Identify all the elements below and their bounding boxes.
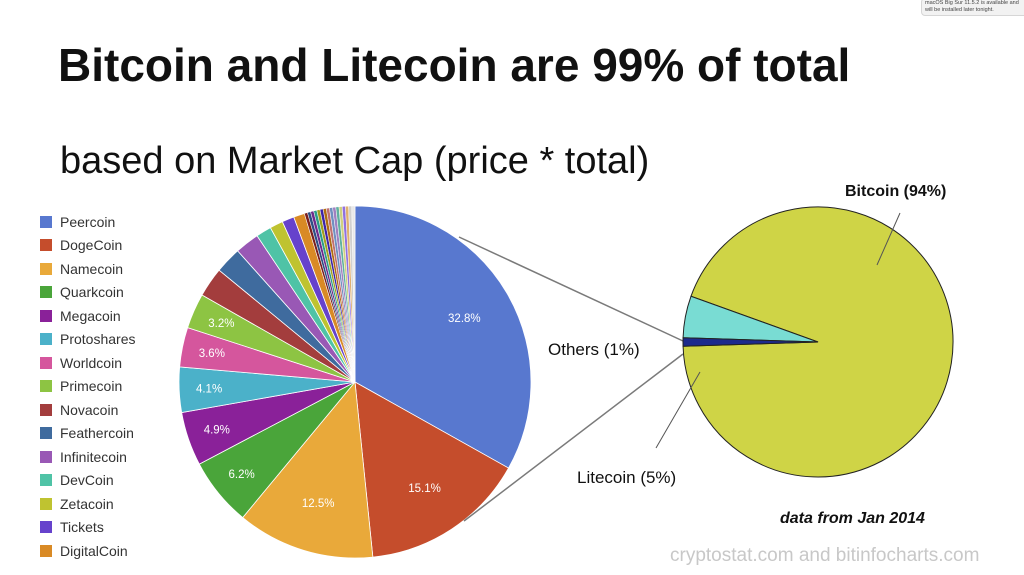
legend-swatch xyxy=(40,215,52,228)
legend-swatch xyxy=(40,380,52,393)
legend-label: Quarkcoin xyxy=(60,284,124,301)
legend-label: DigitalCoin xyxy=(60,542,128,559)
legend-swatch xyxy=(40,427,52,440)
legend-swatch xyxy=(40,262,52,275)
slice-peercoin xyxy=(354,205,532,469)
legend-label: DogeCoin xyxy=(60,237,123,254)
legend-label: Megacoin xyxy=(60,307,121,324)
legend-swatch xyxy=(40,239,52,252)
slide-title: Bitcoin and Litecoin are 99% of total xyxy=(58,39,851,91)
slice-label-namecoin: 12.5% xyxy=(302,498,335,510)
legend-label: Worldcoin xyxy=(60,354,122,371)
legend-label: Zetacoin xyxy=(60,495,114,512)
legend-swatch xyxy=(40,544,52,557)
legend-item-devcoin: DevCoin xyxy=(40,469,135,493)
legend-swatch xyxy=(40,474,52,487)
chart-legend: Peercoin DogeCoin Namecoin Quarkcoin Megacoi… xyxy=(40,210,135,563)
label-bitcoin: Bitcoin (94%) xyxy=(845,183,946,200)
slice-label-quarkcoin: 6.2% xyxy=(229,469,255,481)
slice-label-dogecoin: 15.1% xyxy=(408,483,441,495)
source-attribution: cryptostat.com and bitinfocharts.com xyxy=(670,545,980,566)
leader-line-litecoin xyxy=(655,371,701,449)
label-litecoin: Litecoin (5%) xyxy=(577,468,676,487)
legend-item-infinitecoin: Infinitecoin xyxy=(40,445,135,469)
legend-item-protoshares: Protoshares xyxy=(40,328,135,352)
legend-item-quarkcoin: Quarkcoin xyxy=(40,281,135,305)
os-update-notification[interactable]: macOS Big Sur 11.5.2 is available and wi… xyxy=(921,0,1024,16)
legend-item-peercoin: Peercoin xyxy=(40,210,135,234)
notification-text: macOS Big Sur 11.5.2 is available and wi… xyxy=(925,0,1019,13)
connector-line-top xyxy=(458,236,684,342)
legend-label: Infinitecoin xyxy=(60,448,127,465)
connector-line-bottom xyxy=(463,353,684,522)
legend-label: Novacoin xyxy=(60,401,119,418)
legend-item-novacoin: Novacoin xyxy=(40,398,135,422)
legend-swatch xyxy=(40,309,52,322)
slice-namecoin xyxy=(242,381,374,559)
legend-swatch xyxy=(40,521,52,534)
legend-item-zetacoin: Zetacoin xyxy=(40,492,135,516)
legend-item-dogecoin: DogeCoin xyxy=(40,234,135,258)
legend-item-feathercoin: Feathercoin xyxy=(40,422,135,446)
legend-label: Primecoin xyxy=(60,378,123,395)
legend-item-digitalcoin: DigitalCoin xyxy=(40,539,135,563)
legend-swatch xyxy=(40,450,52,463)
legend-item-namecoin: Namecoin xyxy=(40,257,135,281)
slice-label-worldcoin: 3.6% xyxy=(199,348,225,360)
legend-item-tickets: Tickets xyxy=(40,516,135,540)
legend-swatch xyxy=(40,497,52,510)
legend-label: Protoshares xyxy=(60,331,136,348)
legend-swatch xyxy=(40,403,52,416)
label-others: Others (1%) xyxy=(548,340,640,359)
legend-label: Tickets xyxy=(60,519,104,536)
legend-label: Feathercoin xyxy=(60,425,134,442)
date-note: data from Jan 2014 xyxy=(780,510,925,527)
slice-dogecoin xyxy=(354,381,510,558)
legend-swatch xyxy=(40,333,52,346)
legend-item-megacoin: Megacoin xyxy=(40,304,135,328)
slice-label-primecoin: 3.2% xyxy=(208,318,234,330)
legend-swatch xyxy=(40,356,52,369)
legend-swatch xyxy=(40,286,52,299)
slice-label-protoshares: 4.1% xyxy=(196,383,222,395)
leader-line-bitcoin xyxy=(876,212,901,266)
legend-item-worldcoin: Worldcoin xyxy=(40,351,135,375)
slice-label-megacoin: 4.9% xyxy=(204,424,230,436)
legend-label: Peercoin xyxy=(60,213,116,230)
legend-label: DevCoin xyxy=(60,472,114,489)
legend-label: Namecoin xyxy=(60,260,124,277)
slice-minor-coin xyxy=(351,205,356,383)
slice-others xyxy=(682,337,819,347)
slice-label-peercoin: 32.8% xyxy=(448,313,481,325)
slide-subtitle: based on Market Cap (price * total) xyxy=(60,140,650,182)
legend-item-primecoin: Primecoin xyxy=(40,375,135,399)
